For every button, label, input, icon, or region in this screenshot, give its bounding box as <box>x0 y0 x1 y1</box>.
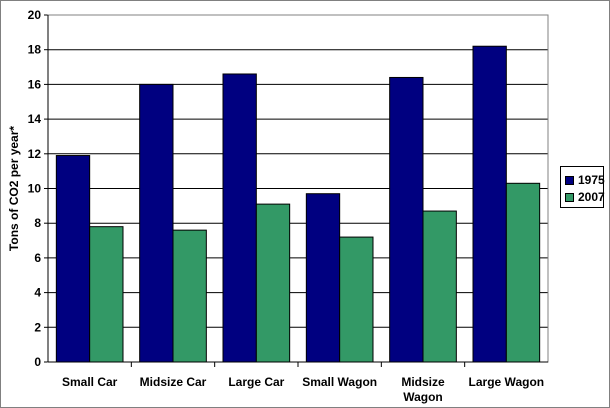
bar-1975-1 <box>139 83 174 363</box>
y-tick-label: 14 <box>28 112 42 126</box>
x-category-label: Midsize <box>401 375 445 389</box>
y-tick-label: 16 <box>28 77 42 91</box>
x-category-label: Small Wagon <box>302 375 377 389</box>
y-tick-label: 0 <box>34 355 41 369</box>
y-tick-label: 8 <box>34 216 41 230</box>
x-category-label: Midsize Car <box>140 375 207 389</box>
bar-2007-4 <box>422 210 457 363</box>
bar-2007-2 <box>255 203 291 363</box>
bar-1975-5 <box>472 45 507 363</box>
bar-2007-5 <box>505 182 541 363</box>
bar-2007-0 <box>89 226 124 363</box>
legend-item-1975: 1975 <box>565 173 605 187</box>
legend-label-1975: 1975 <box>578 173 605 187</box>
legend-swatch-2007 <box>565 192 574 202</box>
bar-2007-3 <box>339 236 374 363</box>
y-axis-title: Tons of CO2 per year* <box>7 126 21 251</box>
x-category-label: Small Car <box>62 375 118 389</box>
legend-item-2007: 2007 <box>565 190 605 204</box>
bar-1975-3 <box>305 193 341 363</box>
bar-1975-0 <box>55 155 91 363</box>
y-tick-label: 10 <box>28 182 42 196</box>
y-tick-label: 6 <box>34 251 41 265</box>
y-tick-label: 4 <box>34 286 41 300</box>
legend-label-2007: 2007 <box>578 190 605 204</box>
legend: 1975 2007 <box>560 166 605 208</box>
bar-1975-4 <box>389 76 424 363</box>
x-category-label: Large Wagon <box>469 375 545 389</box>
y-tick-label: 18 <box>28 43 42 57</box>
x-category-label: Large Car <box>228 375 284 389</box>
y-tick-label: 12 <box>28 147 42 161</box>
y-tick-label: 20 <box>28 8 42 22</box>
bar-1975-2 <box>222 73 257 363</box>
x-category-label: Wagon <box>403 390 443 404</box>
y-tick-label: 2 <box>34 320 41 334</box>
legend-swatch-1975 <box>565 175 574 185</box>
bar-2007-1 <box>172 229 207 363</box>
